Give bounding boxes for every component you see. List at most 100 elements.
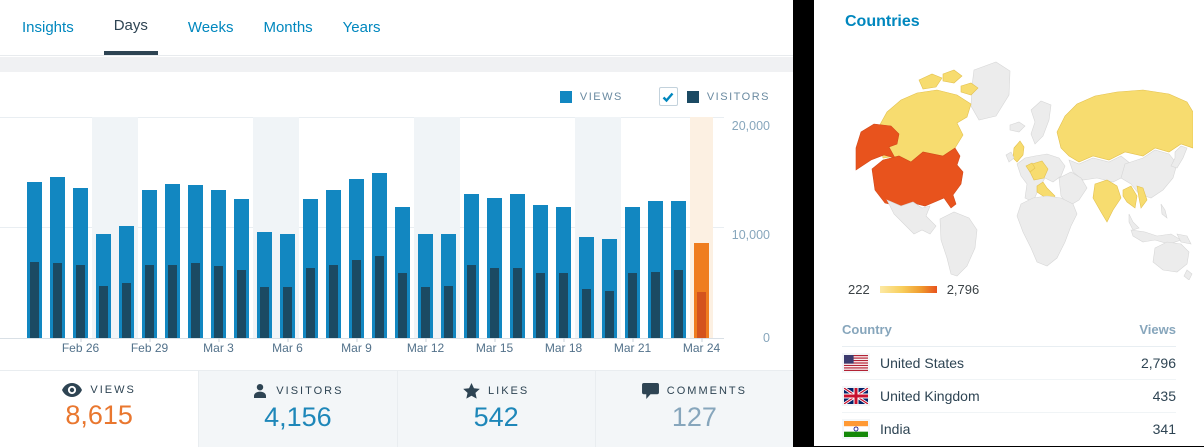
country-name: United Kingdom (880, 388, 980, 404)
x-axis-line (0, 338, 724, 339)
chart-bar-group[interactable] (506, 117, 529, 338)
visitors-checkbox[interactable] (658, 87, 678, 106)
country-views: 2,796 (1140, 355, 1176, 371)
x-tick-label: Mar 21 (613, 341, 652, 355)
visitors-legend-swatch (686, 90, 699, 103)
chart-bar-group[interactable] (621, 117, 644, 338)
chart-bar-group[interactable] (299, 117, 322, 338)
chart-bar-group[interactable] (322, 117, 345, 338)
chart-bar-group[interactable] (92, 117, 115, 338)
x-tick-label: Feb 29 (130, 341, 169, 355)
us-flag (844, 355, 868, 371)
summary-tabs: VIEWS 8,615 VISITORS 4,156 (0, 370, 793, 447)
x-tick-label: Feb 26 (61, 341, 100, 355)
uk-flag (844, 388, 868, 404)
x-tick-label: Mar 24 (682, 341, 721, 355)
comments-count: 127 (671, 402, 717, 432)
summary-tab-views[interactable]: VIEWS 8,615 (0, 371, 199, 447)
chart-bar-group[interactable] (437, 117, 460, 338)
map-africa (1016, 195, 1078, 267)
country-column-header: Country (842, 322, 892, 337)
chart-bar-group[interactable] (46, 117, 69, 338)
map-russia (1056, 89, 1194, 163)
check-icon (662, 92, 674, 102)
chart-bar-group[interactable] (529, 117, 552, 338)
india-flag (844, 421, 868, 437)
chart-bar-group[interactable] (184, 117, 207, 338)
likes-count: 542 (473, 402, 519, 432)
table-row[interactable]: India 341 (842, 413, 1176, 445)
chart-bar-group[interactable] (69, 117, 92, 338)
summary-tab-likes[interactable]: LIKES 542 (396, 371, 595, 447)
map-united-kingdom (1012, 140, 1025, 163)
chart-legend: VIEWS VISITORS (559, 87, 770, 106)
views-column-header: Views (1139, 322, 1176, 337)
person-icon (254, 384, 267, 398)
chart-bar-group[interactable] (276, 117, 299, 338)
comment-icon (641, 383, 659, 399)
tab-insights[interactable]: Insights (22, 19, 74, 36)
map-greenland (970, 61, 1011, 121)
chart-bar-group[interactable] (230, 117, 253, 338)
stats-panel: Insights Days Weeks Months Years VIEWS V… (0, 0, 793, 447)
visitors-count: 4,156 (264, 402, 332, 432)
x-tick-label: Mar 18 (544, 341, 583, 355)
map-australia (1152, 241, 1190, 273)
tab-months[interactable]: Months (263, 19, 313, 36)
countries-title: Countries (845, 13, 920, 30)
country-views: 341 (1152, 421, 1176, 437)
tab-years[interactable]: Years (342, 19, 381, 36)
views-legend-swatch (559, 90, 572, 103)
summary-label: VISITORS (276, 385, 344, 397)
chart-bar-group[interactable] (253, 117, 276, 338)
countries-panel: Countries (814, 0, 1204, 446)
chart-bar-group[interactable] (644, 117, 667, 338)
chart-bar-group[interactable] (483, 117, 506, 338)
views-legend-label: VIEWS (579, 90, 623, 103)
summary-tab-comments[interactable]: COMMENTS 127 (594, 371, 793, 447)
chart-bar-group[interactable] (161, 117, 184, 338)
x-tick-label: Mar 6 (272, 341, 303, 355)
x-tick-label: Mar 12 (406, 341, 445, 355)
table-row[interactable]: United States 2,796 (842, 347, 1176, 380)
chart-bar-group[interactable] (552, 117, 575, 338)
gridline-20k (0, 117, 724, 118)
map-india (1092, 179, 1122, 223)
summary-label: VIEWS (90, 384, 136, 396)
chart-bar-group[interactable] (460, 117, 483, 338)
visitors-legend-label: VISITORS (706, 90, 770, 103)
chart-bar-group[interactable] (207, 117, 230, 338)
y-tick-label: 20,000 (731, 119, 770, 133)
world-map[interactable] (825, 52, 1194, 281)
country-name: India (880, 421, 911, 437)
summary-tab-visitors[interactable]: VISITORS 4,156 (198, 371, 397, 447)
legend-max-value: 2,796 (946, 282, 980, 297)
x-tick-label: Mar 9 (341, 341, 372, 355)
eye-icon (62, 383, 83, 397)
countries-table: Country Views United States 2,796 (842, 314, 1176, 445)
panel-gap (0, 57, 793, 72)
bar-chart-plot (23, 117, 713, 338)
chart-bar-group[interactable] (368, 117, 391, 338)
color-gradient-bar (879, 286, 937, 293)
chart-bar-group[interactable] (138, 117, 161, 338)
chart-bar-group[interactable] (115, 117, 138, 338)
period-tabbar: Insights Days Weeks Months Years (0, 0, 793, 56)
chart-bar-group[interactable] (391, 117, 414, 338)
chart-bar-group[interactable] (345, 117, 368, 338)
tab-weeks[interactable]: Weeks (187, 19, 234, 36)
chart-bar-group[interactable] (598, 117, 621, 338)
map-south-america (939, 211, 978, 277)
chart-bar-group[interactable] (23, 117, 46, 338)
country-name: United States (880, 355, 965, 371)
tab-days[interactable]: Days (103, 0, 158, 55)
chart-bar-group[interactable] (690, 117, 713, 338)
chart-bar-group[interactable] (667, 117, 690, 338)
map-color-legend: 222 2,796 (848, 282, 979, 297)
map-alaska (855, 123, 900, 171)
chart-card: VIEWS VISITORS Feb 26 Feb 29 Mar 3 Mar 6 Mar… (0, 72, 793, 447)
chart-bar-group[interactable] (414, 117, 437, 338)
chart-bar-group[interactable] (575, 117, 598, 338)
table-row[interactable]: United Kingdom 435 (842, 380, 1176, 413)
y-tick-label: 0 (763, 331, 770, 345)
